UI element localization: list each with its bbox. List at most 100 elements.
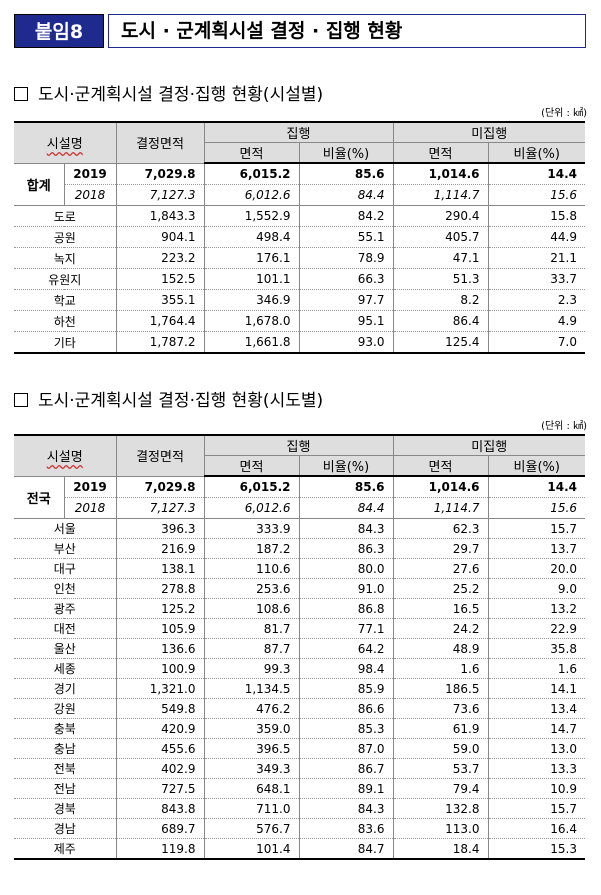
total-row: 전국 2019 7,029.8 6,015.2 85.6 1,014.6 14.4: [14, 476, 585, 519]
unexec-area-cell: 79.4: [392, 778, 488, 799]
table-row: 인천 278.8 253.6 91.0 25.2 9.0: [14, 578, 585, 599]
header-unexec-area: 면적: [392, 142, 489, 164]
table-row: 대구 138.1 110.6 80.0 27.6 20.0: [14, 558, 585, 579]
row-name-cell: 기타: [14, 331, 116, 354]
row-name-cell: 하천: [14, 310, 116, 332]
exec-ratio-cell: 66.3: [298, 268, 393, 290]
table-row: 세종 100.9 99.3 98.4 1.6 1.6: [14, 658, 585, 679]
checkbox-square-icon: [14, 87, 28, 101]
unexec-area-cell: 16.5: [392, 598, 488, 619]
decided-cell: 455.6: [115, 738, 204, 759]
table-row: 대전 105.9 81.7 77.1 24.2 22.9: [14, 618, 585, 639]
exec-ratio-cell: 83.6: [298, 818, 393, 839]
facility-table-body: 합계 2019 7,029.8 6,015.2 85.6 1,014.6 14.4 2018 7…: [14, 163, 585, 354]
unexec-ratio-cell: 2.3: [487, 289, 585, 311]
decided-cell: 7,127.3: [115, 497, 204, 519]
table-row: 충북 420.9 359.0 85.3 61.9 14.7: [14, 718, 585, 739]
table-row: 부산 216.9 187.2 86.3 29.7 13.7: [14, 538, 585, 559]
checkbox-square-icon: [14, 393, 28, 407]
header-executed: 집행: [203, 121, 394, 143]
unexec-area-cell: 47.1: [392, 247, 488, 269]
document-header: 붙임8 도시 · 군계획시설 결정 · 집행 현황: [14, 14, 586, 48]
unexec-area-cell: 1,014.6: [392, 163, 488, 185]
exec-ratio-cell: 84.7: [298, 838, 393, 860]
exec-area-cell: 108.6: [203, 598, 299, 619]
decided-cell: 7,029.8: [115, 163, 204, 185]
unexec-ratio-cell: 1.6: [487, 658, 585, 679]
header-unexec-area: 면적: [392, 455, 489, 477]
total-row: 2018 7,127.3 6,012.6 84.4 1,114.7 15.6: [14, 184, 585, 206]
unexec-ratio-cell: 15.8: [487, 205, 585, 227]
unexec-ratio-cell: 13.2: [487, 598, 585, 619]
unexec-area-cell: 25.2: [392, 578, 488, 599]
unexec-ratio-cell: 13.0: [487, 738, 585, 759]
decided-cell: 1,787.2: [115, 331, 204, 354]
row-name-cell: 부산: [14, 538, 116, 559]
header-decided: 결정면적: [115, 434, 205, 477]
exec-ratio-cell: 86.8: [298, 598, 393, 619]
header-facility: 시설명: [14, 121, 117, 164]
header-exec-area: 면적: [204, 142, 300, 164]
unexec-ratio-cell: 21.1: [487, 247, 585, 269]
exec-area-cell: 349.3: [203, 758, 299, 779]
unexec-area-cell: 61.9: [392, 718, 488, 739]
row-name-cell: 대구: [14, 558, 116, 579]
exec-area-cell: 1,134.5: [203, 678, 299, 699]
exec-area-cell: 6,015.2: [203, 476, 299, 498]
unexec-area-cell: 8.2: [392, 289, 488, 311]
exec-ratio-cell: 77.1: [298, 618, 393, 639]
unexec-ratio-cell: 15.3: [487, 838, 585, 860]
unexec-area-cell: 1.6: [392, 658, 488, 679]
exec-area-cell: 1,552.9: [203, 205, 299, 227]
year-cell: 2018: [63, 184, 116, 206]
decided-cell: 904.1: [115, 226, 204, 248]
unexec-ratio-cell: 10.9: [487, 778, 585, 799]
decided-cell: 1,321.0: [115, 678, 204, 699]
exec-ratio-cell: 98.4: [298, 658, 393, 679]
exec-ratio-cell: 89.1: [298, 778, 393, 799]
header-unexecuted: 미집행: [392, 121, 585, 143]
row-name-cell: 인천: [14, 578, 116, 599]
unexec-area-cell: 186.5: [392, 678, 488, 699]
table-row: 전북 402.9 349.3 86.7 53.7 13.3: [14, 758, 585, 779]
header-exec-ratio: 비율(%): [298, 142, 394, 164]
exec-ratio-cell: 86.7: [298, 758, 393, 779]
unexec-ratio-cell: 14.4: [487, 163, 585, 185]
unexec-area-cell: 59.0: [392, 738, 488, 759]
unexec-ratio-cell: 16.4: [487, 818, 585, 839]
row-name-cell: 전남: [14, 778, 116, 799]
unexec-area-cell: 125.4: [392, 331, 488, 354]
row-name-cell: 서울: [14, 518, 116, 539]
exec-ratio-cell: 97.7: [298, 289, 393, 311]
decided-cell: 136.6: [115, 638, 204, 659]
unexec-ratio-cell: 22.9: [487, 618, 585, 639]
exec-ratio-cell: 91.0: [298, 578, 393, 599]
row-name-cell: 녹지: [14, 247, 116, 269]
section1-title: 도시·군계획시설 결정·집행 현황(시설별): [14, 80, 323, 105]
exec-area-cell: 99.3: [203, 658, 299, 679]
exec-area-cell: 176.1: [203, 247, 299, 269]
exec-ratio-cell: 84.4: [298, 497, 393, 519]
exec-ratio-cell: 80.0: [298, 558, 393, 579]
exec-ratio-cell: 85.6: [298, 476, 393, 498]
decided-cell: 843.8: [115, 798, 204, 819]
unexec-area-cell: 86.4: [392, 310, 488, 332]
decided-cell: 727.5: [115, 778, 204, 799]
table-row: 경남 689.7 576.7 83.6 113.0 16.4: [14, 818, 585, 839]
decided-cell: 138.1: [115, 558, 204, 579]
section1-title-text: 도시·군계획시설 결정·집행 현황(시설별): [38, 85, 324, 105]
unexec-area-cell: 405.7: [392, 226, 488, 248]
row-name-cell: 경남: [14, 818, 116, 839]
total-row: 합계 2019 7,029.8 6,015.2 85.6 1,014.6 14.4: [14, 163, 585, 206]
table-row: 서울 396.3 333.9 84.3 62.3 15.7: [14, 518, 585, 539]
row-name-cell: 경기: [14, 678, 116, 699]
unexec-ratio-cell: 35.8: [487, 638, 585, 659]
decided-cell: 100.9: [115, 658, 204, 679]
row-name-cell: 대전: [14, 618, 116, 639]
row-name-cell: 학교: [14, 289, 116, 311]
table-row: 공원 904.1 498.4 55.1 405.7 44.9: [14, 226, 585, 248]
row-name-cell: 도로: [14, 205, 116, 227]
header-exec-area: 면적: [204, 455, 300, 477]
row-name-cell: 공원: [14, 226, 116, 248]
row-name-cell: 경북: [14, 798, 116, 819]
